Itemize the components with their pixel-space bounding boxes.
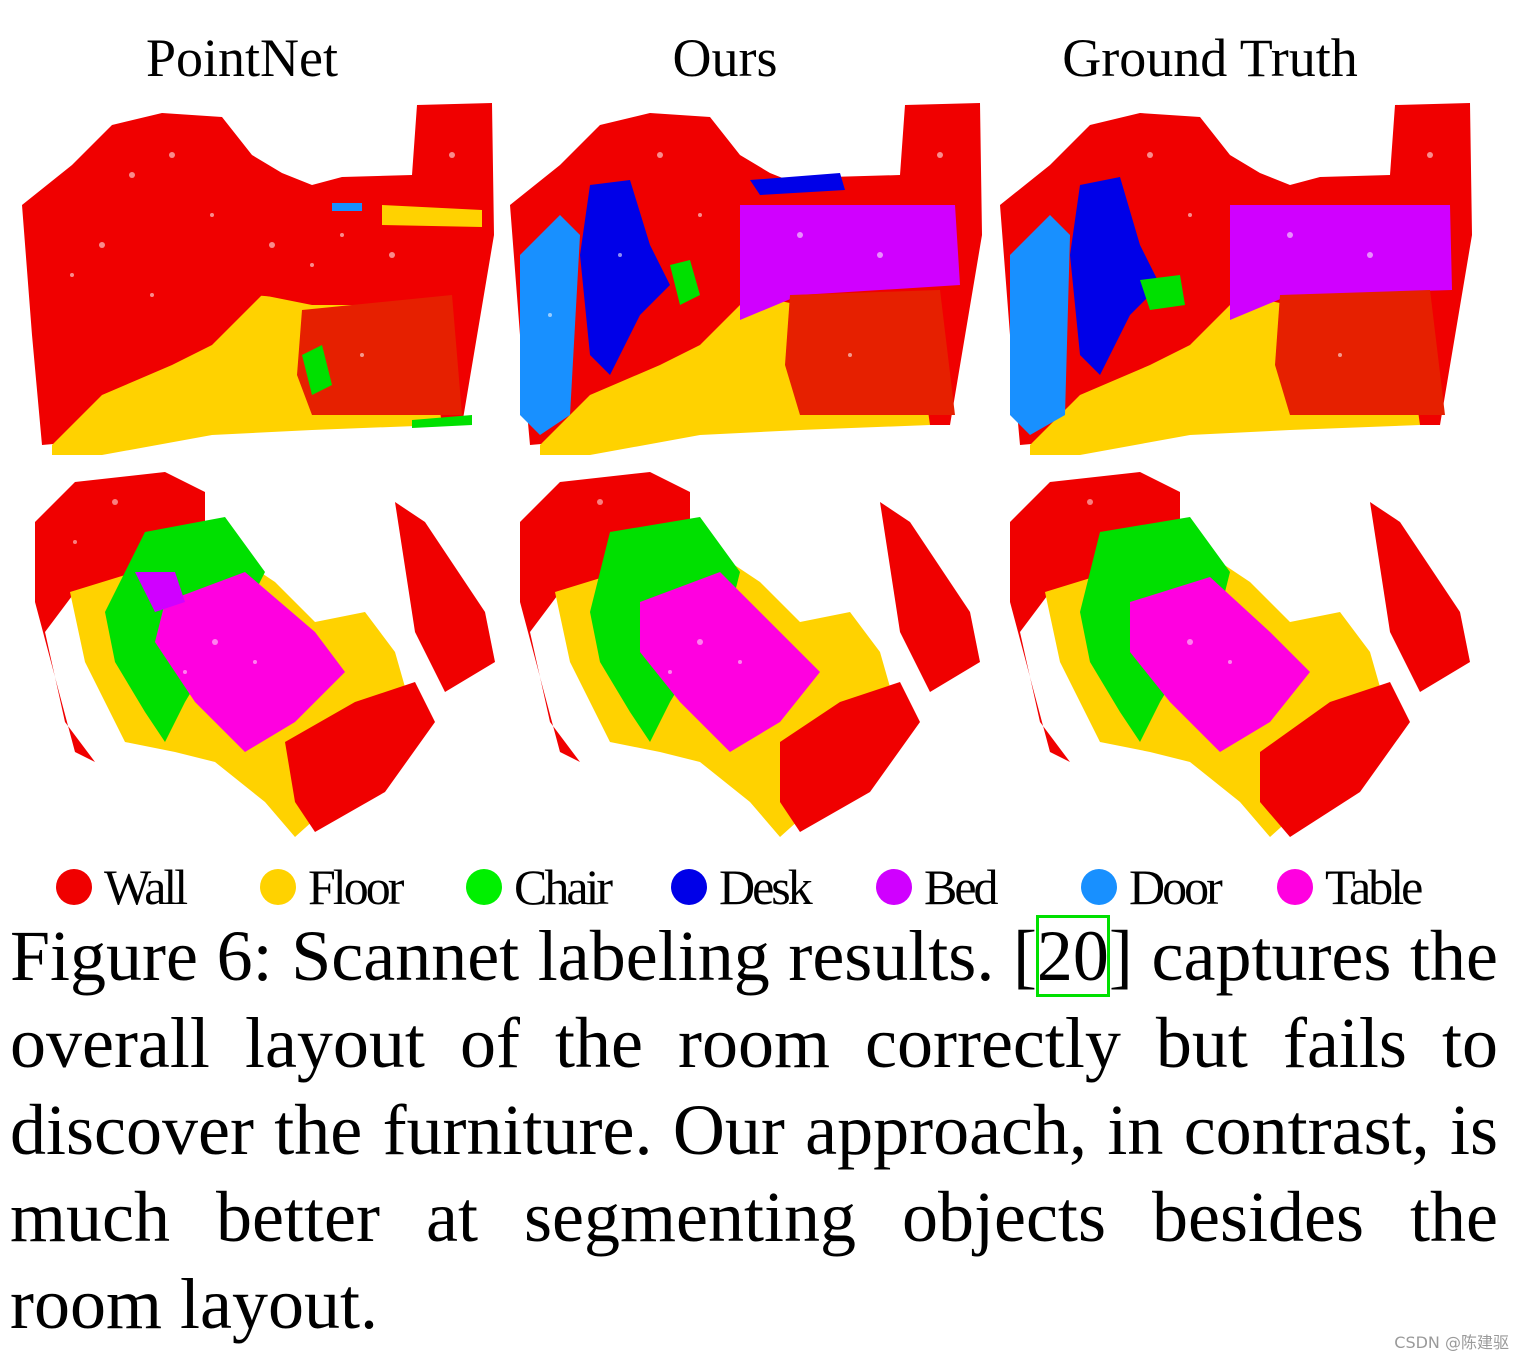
table-color-dot-icon <box>1277 869 1313 905</box>
panel-scene1-ours <box>500 95 990 475</box>
panel-scene2-pointnet <box>15 462 505 842</box>
bed-color-dot-icon <box>876 869 912 905</box>
legend-label: Table <box>1325 859 1423 915</box>
legend-item-table: Table <box>1277 858 1423 916</box>
caption-text-start: Figure 6: Scannet labeling results. [ <box>10 916 1037 996</box>
legend-label: Bed <box>924 859 999 915</box>
legend-label: Wall <box>104 859 188 915</box>
wall-color-dot-icon <box>56 869 92 905</box>
scene2-pointnet-pointcloud <box>35 472 495 837</box>
figure-caption: Figure 6: Scannet labeling results. [20]… <box>10 913 1498 1348</box>
panel-scene1-pointnet <box>12 95 502 475</box>
legend-item-chair: Chair <box>466 858 613 916</box>
scene1-ground-truth-pointcloud <box>1000 103 1472 455</box>
legend-label: Floor <box>308 859 404 915</box>
legend-item-wall: Wall <box>56 858 188 916</box>
column-title-ours: Ours <box>672 28 778 88</box>
scene2-ground-truth-pointcloud <box>1010 472 1470 837</box>
panel-scene2-ours <box>500 462 990 842</box>
panel-scene2-ground-truth <box>990 462 1480 842</box>
legend-item-bed: Bed <box>876 858 999 916</box>
floor-color-dot-icon <box>260 869 296 905</box>
chair-color-dot-icon <box>466 869 502 905</box>
column-title-pointnet: PointNet <box>145 28 339 88</box>
legend-item-floor: Floor <box>260 858 404 916</box>
legend-label: Door <box>1129 859 1223 915</box>
legend: Wall Floor Chair Desk Bed Door Table <box>0 858 1523 916</box>
panel-scene1-ground-truth <box>990 95 1480 475</box>
desk-color-dot-icon <box>671 869 707 905</box>
column-title-ground-truth: Ground Truth <box>1062 28 1358 88</box>
scene1-pointnet-pointcloud <box>22 103 494 455</box>
watermark: CSDN @陈建驱 <box>1394 1333 1509 1352</box>
legend-label: Desk <box>719 859 813 915</box>
legend-item-desk: Desk <box>671 858 813 916</box>
caption-text-end: ] captures the overall layout of the roo… <box>10 916 1498 1344</box>
scene2-ours-pointcloud <box>520 472 980 837</box>
door-color-dot-icon <box>1081 869 1117 905</box>
legend-label: Chair <box>514 859 613 915</box>
legend-item-door: Door <box>1081 858 1223 916</box>
citation-link[interactable]: 20 <box>1035 915 1110 997</box>
scene1-ours-pointcloud <box>510 103 982 455</box>
